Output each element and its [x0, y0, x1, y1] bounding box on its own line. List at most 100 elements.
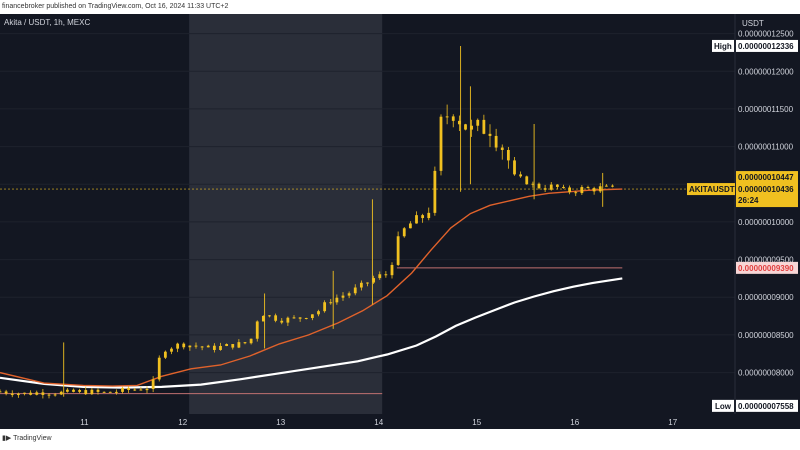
- candle-body: [390, 264, 394, 276]
- candle-body: [170, 348, 173, 352]
- candle-body: [580, 187, 584, 194]
- candle-body: [525, 176, 529, 185]
- candle-body: [53, 394, 57, 396]
- candle-body: [513, 160, 516, 175]
- candle-body: [225, 344, 229, 346]
- candle-body: [568, 187, 572, 193]
- symbol-tag-box: [687, 183, 735, 196]
- candle-body: [219, 345, 222, 350]
- candle-body: [396, 236, 400, 265]
- high-value: 0.00000012336: [738, 42, 794, 51]
- candle-body: [586, 187, 590, 189]
- candle-body: [488, 133, 492, 136]
- candle-body: [372, 278, 376, 283]
- candle-body: [176, 343, 180, 349]
- candle-body: [408, 223, 412, 229]
- high-label: High: [714, 42, 732, 51]
- candle-body: [29, 392, 33, 395]
- candle-body: [482, 119, 486, 134]
- candle-body: [212, 345, 216, 350]
- candle-body: [427, 212, 431, 219]
- time-axis-tick-label: 12: [178, 418, 187, 427]
- candle-body: [145, 389, 149, 391]
- candle-body: [470, 125, 474, 130]
- candle-body: [0, 391, 2, 393]
- candle-body: [543, 188, 547, 190]
- price-axis-tick-label: 0.00000008500: [738, 331, 794, 340]
- low-label: Low: [715, 402, 732, 411]
- symbol-tag: AKITAUSDT: [689, 185, 735, 194]
- candle-body: [421, 215, 425, 219]
- chart-area[interactable]: Akita / USDT, 1h, MEXC USDT 0.00000012500 0…: [0, 14, 800, 429]
- time-axis-tick-label: 16: [570, 418, 579, 427]
- current-price-prev: 0.00000010447: [738, 173, 794, 182]
- price-axis-tick-label: 0.00000011500: [738, 105, 794, 114]
- candle-body: [341, 295, 345, 298]
- candle-body: [35, 392, 39, 395]
- candle-body: [200, 346, 204, 348]
- candle-body: [90, 389, 94, 395]
- candle-body: [206, 345, 210, 348]
- candle-body: [114, 391, 118, 393]
- candle-body: [268, 315, 271, 317]
- candle-body: [292, 317, 296, 319]
- candle-body: [445, 116, 449, 118]
- candle-body: [310, 314, 314, 319]
- candle-body: [286, 317, 290, 323]
- candle-body: [41, 392, 45, 395]
- candle-body: [139, 389, 143, 391]
- candle-body: [194, 345, 198, 347]
- candle-body: [549, 184, 553, 190]
- candle-body: [65, 389, 69, 392]
- time-axis-tick-label: 13: [276, 418, 285, 427]
- candle-body: [464, 124, 467, 130]
- high-label-box: [712, 39, 734, 52]
- candle-body: [457, 120, 461, 125]
- footer: ▮▶ TradingView: [0, 429, 800, 450]
- candle-body: [96, 389, 100, 392]
- publish-info-text: financebroker published on TradingView.c…: [2, 3, 229, 10]
- candle-body: [611, 185, 614, 187]
- price-axis-tick-label: 0.00000011000: [738, 143, 794, 152]
- candle-body: [555, 184, 559, 187]
- ema-slow-line: [0, 277, 623, 389]
- price-axis-tick-label: 0.00000009500: [738, 256, 794, 265]
- candle-body: [4, 391, 8, 394]
- candle-body: [23, 392, 26, 394]
- candle-body: [84, 390, 88, 395]
- candle-body: [353, 287, 357, 294]
- candle-body: [537, 183, 541, 189]
- price-chart[interactable]: Akita / USDT, 1h, MEXC USDT 0.00000012500 0…: [0, 14, 800, 429]
- time-axis-tick-label: 15: [472, 418, 481, 427]
- candle-body: [237, 342, 241, 348]
- candle-body: [151, 379, 155, 390]
- candle-body: [347, 293, 351, 296]
- support-label-box: [736, 261, 798, 274]
- candle-body: [604, 185, 608, 187]
- candle-body: [127, 387, 131, 390]
- price-axis-currency: USDT: [742, 19, 764, 28]
- publish-header: financebroker published on TradingView.c…: [0, 0, 800, 14]
- high-value-box: [736, 39, 798, 52]
- candle-body: [323, 302, 327, 312]
- candle-body: [231, 344, 235, 348]
- candle-body: [439, 116, 443, 171]
- low-label-box: [712, 399, 734, 412]
- candle-body: [102, 391, 106, 393]
- candle-body: [274, 315, 278, 321]
- candle-body: [182, 343, 186, 348]
- candle-body: [531, 183, 535, 185]
- candle-body: [562, 186, 565, 188]
- candle-body: [500, 147, 504, 150]
- ema-fast-line: [0, 188, 623, 387]
- low-value-box: [736, 399, 798, 412]
- current-price-value: 0.00000010436: [738, 185, 794, 194]
- candle-body: [72, 389, 75, 392]
- session-highlight: [189, 14, 383, 414]
- candle-body: [298, 317, 302, 319]
- candle-body: [16, 393, 20, 396]
- candle-body: [261, 315, 265, 322]
- candle-body: [378, 274, 382, 279]
- candle-body: [10, 393, 14, 396]
- candle-body: [592, 188, 596, 192]
